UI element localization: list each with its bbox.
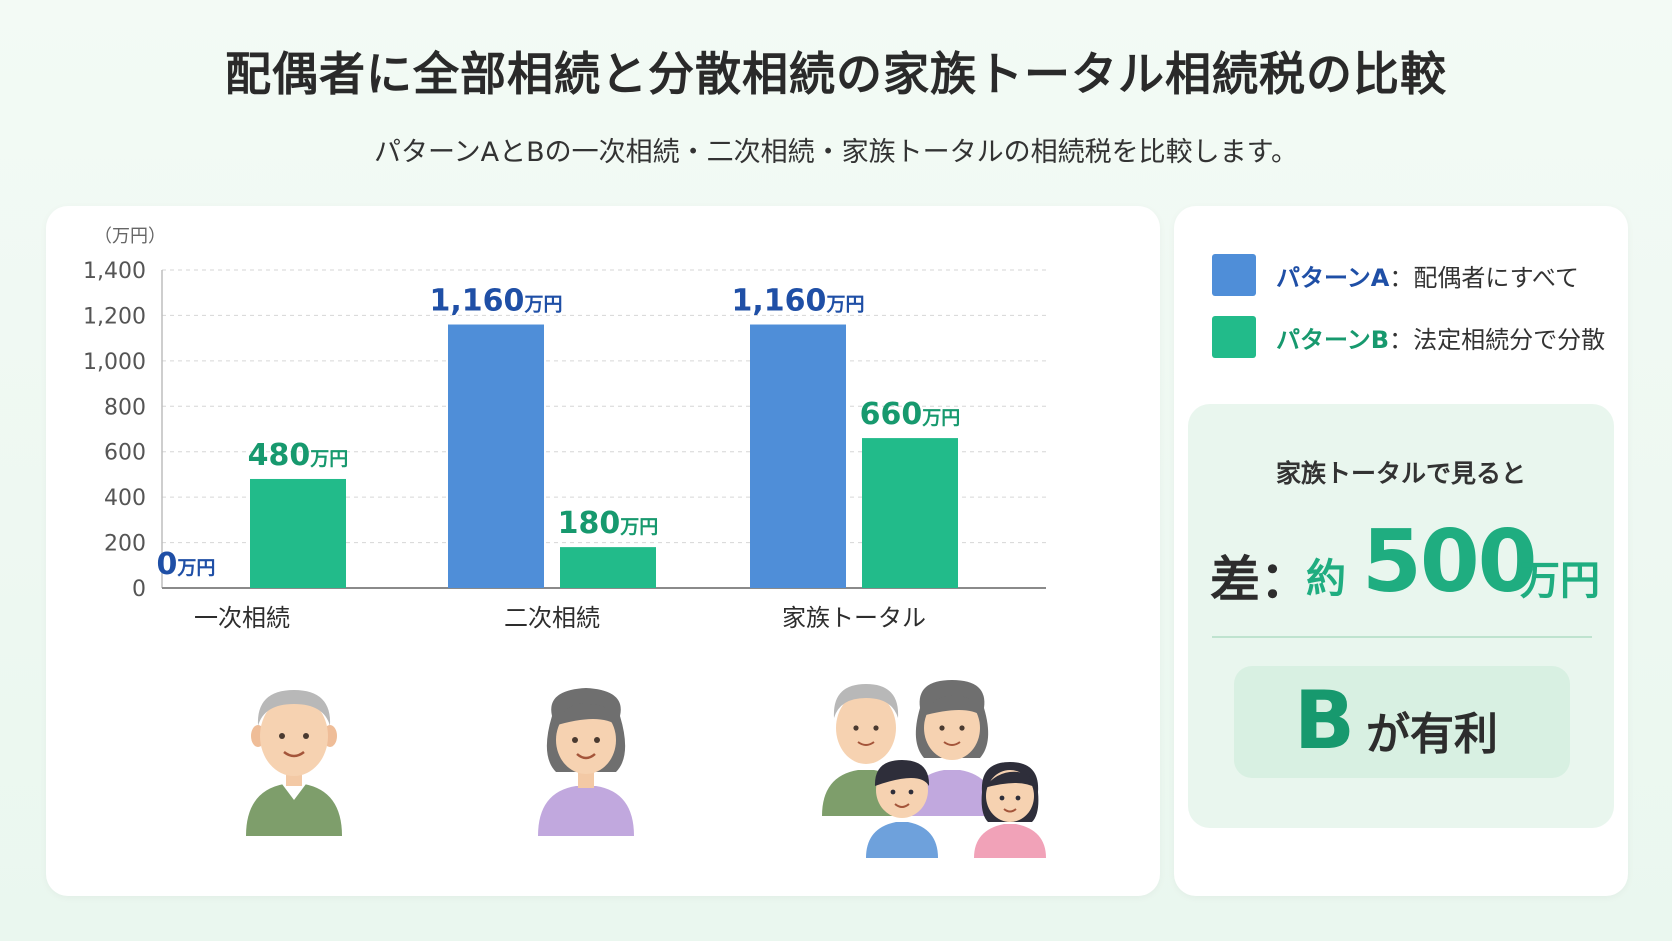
legend-label-a: パターンA：配偶者にすべて [1276, 258, 1579, 293]
bar-value-labels: 0万円 480万円 1,160万円 180万円 1,160万円 660万円 [157, 284, 961, 582]
bar-pattern-b [250, 478, 346, 588]
legend-item-pattern-b: パターンB：法定相続分で分散 [1212, 316, 1605, 358]
legend-item-pattern-a: パターンA：配偶者にすべて [1212, 254, 1579, 296]
bar-pattern-b [862, 438, 958, 588]
bar-label-pattern-a: 1,160万円 [732, 284, 865, 319]
difference-row: 差： 約 500 万円 [1208, 512, 1608, 612]
legend-swatch-b [1212, 316, 1256, 358]
y-tick-label: 1,200 [83, 304, 146, 329]
difference-approx: 約 [1306, 556, 1346, 602]
y-tick-label: 600 [104, 441, 146, 466]
grandfather-icon [246, 690, 342, 836]
bars [250, 324, 958, 588]
bar-pattern-b [560, 547, 656, 588]
difference-label: 差： [1210, 551, 1310, 609]
legend-desc-a: ：配偶者にすべて [1389, 263, 1579, 292]
legend-desc-b: ：法定相続分で分散 [1389, 325, 1606, 354]
difference-unit: 万円 [1520, 558, 1600, 604]
summary-divider [1212, 636, 1592, 638]
legend-label-b: パターンB：法定相続分で分散 [1276, 320, 1605, 355]
y-tick-label: 1,400 [83, 259, 146, 284]
side-panel: パターンA：配偶者にすべて パターンB：法定相続分で分散 家族トータルで見ると … [1174, 206, 1628, 896]
chart-card: （万円） 0 200 400 600 800 1,000 1,200 1,400 0万円 480万… [46, 206, 1160, 896]
bar-label-pattern-b: 480万円 [248, 438, 349, 473]
legend-name-b: パターンB [1276, 325, 1390, 354]
y-tick-label: 200 [104, 532, 146, 557]
page-title: 配偶者に全部相続と分散相続の家族トータル相続税の比較 [225, 47, 1447, 101]
bar-label-pattern-b: 660万円 [860, 397, 961, 432]
summary-box: 家族トータルで見ると 差： 約 500 万円 B が有利 [1188, 404, 1614, 828]
legend-name-a: パターンA [1276, 263, 1390, 292]
y-tick-label: 0 [132, 577, 146, 602]
family-icon [822, 680, 1046, 858]
x-category-label: 二次相続 [504, 604, 600, 632]
bar-label-pattern-b: 180万円 [558, 506, 659, 541]
page-subtitle: パターンAとBの一次相続・二次相続・家族トータルの相続税を比較します。 [374, 137, 1298, 168]
y-tick-label: 400 [104, 486, 146, 511]
verdict-letter: B [1294, 674, 1355, 767]
x-axis-categories: 一次相続 二次相続 家族トータル [194, 604, 926, 632]
bar-label-pattern-a: 0万円 [157, 547, 216, 582]
y-tick-label: 1,000 [83, 350, 146, 375]
x-category-label: 家族トータル [782, 604, 926, 632]
verdict-text: が有利 [1366, 709, 1498, 760]
x-category-label: 一次相続 [194, 604, 290, 632]
bar-pattern-a [448, 324, 544, 588]
bar-chart: （万円） 0 200 400 600 800 1,000 1,200 1,400 0万円 480万… [83, 226, 1046, 858]
verdict-badge: B が有利 [1234, 666, 1570, 778]
grandmother-icon [538, 688, 634, 836]
y-axis-unit-label: （万円） [94, 226, 166, 247]
y-axis: （万円） 0 200 400 600 800 1,000 1,200 1,400 [83, 226, 1046, 602]
bar-label-pattern-a: 1,160万円 [430, 284, 563, 319]
summary-heading: 家族トータルで見ると [1275, 459, 1526, 488]
y-tick-label: 800 [104, 395, 146, 420]
legend-swatch-a [1212, 254, 1256, 296]
difference-value: 500 [1362, 512, 1538, 612]
bar-pattern-a [750, 324, 846, 588]
